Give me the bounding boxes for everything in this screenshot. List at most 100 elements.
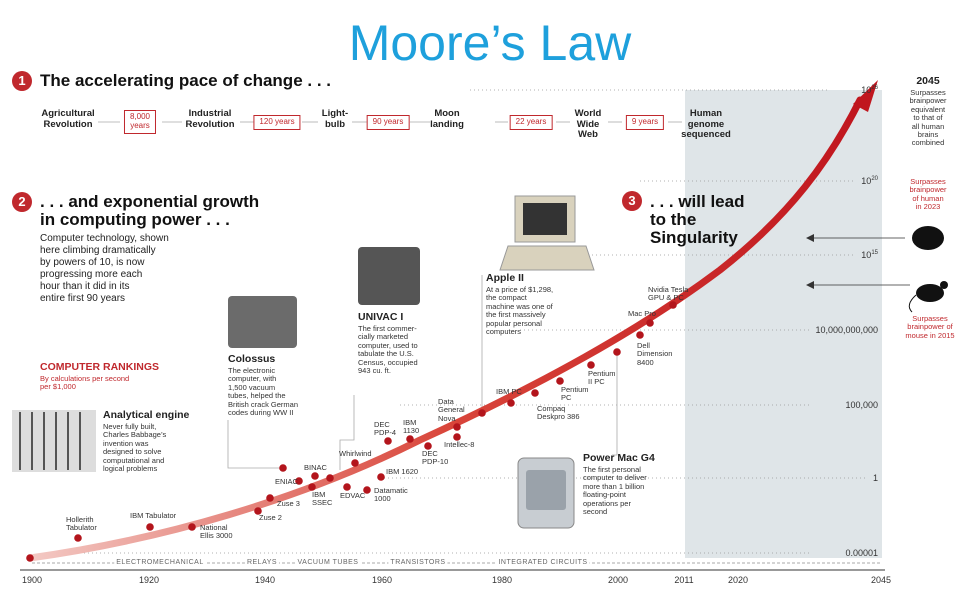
point-label: Data General Nova	[438, 397, 465, 423]
heading-line: . . . and exponential growth	[40, 192, 260, 211]
future-region	[685, 90, 882, 558]
data-point	[295, 477, 303, 485]
mouse-text: Surpasses brainpower of mouse in 2015	[905, 314, 955, 340]
x-label: 1920	[138, 575, 160, 585]
point-label-line: National	[200, 523, 228, 532]
data-point	[406, 435, 414, 443]
milestone: World Wide Web	[575, 108, 602, 141]
era: INTEGRATED CIRCUITS	[496, 559, 590, 567]
data-point	[308, 483, 316, 491]
callout-text-line: Charles Babbage’s	[103, 430, 167, 440]
interval: 120 years	[253, 115, 301, 130]
target-text-line: brains	[917, 129, 939, 139]
callout-text-line: computer, with	[228, 374, 277, 384]
data-point	[507, 399, 515, 407]
arrowheads	[806, 234, 814, 289]
description-line: Computer technology, shown	[40, 233, 169, 244]
human-text-line: Surpasses	[910, 177, 946, 186]
callout-text: The first commer-cially marketed computer…	[358, 324, 418, 375]
milestone-line: Revolution	[185, 118, 235, 130]
point-label-line: Data	[438, 397, 454, 406]
data-point	[453, 433, 461, 441]
curve-arrow	[853, 80, 878, 112]
era: RELAYS	[244, 559, 280, 567]
point-label: IBM 1130	[403, 418, 419, 436]
data-point	[266, 494, 274, 502]
callout-text-line: The first personal	[583, 465, 641, 474]
point-label-line: GPU & PC	[648, 293, 684, 303]
milestone: Human genome sequenced	[681, 108, 731, 141]
era: TRANSISTORS	[388, 559, 448, 567]
base: 10	[861, 176, 872, 186]
x-label: 1960	[371, 575, 393, 585]
point-label: DEC PDP-4	[374, 420, 396, 438]
human-text-line: brainpower	[909, 185, 947, 195]
x-label: 2000	[607, 575, 629, 585]
point-label-line: Deskpro 386	[537, 412, 580, 422]
rankings-subtitle: By calculations per second per $1,000	[40, 374, 130, 392]
callout-text-line: computer, used to	[358, 340, 418, 350]
point-label: IBM SSEC	[312, 490, 333, 508]
point-label: Datamatic 1000	[374, 486, 408, 504]
point-label-line: SSEC	[312, 498, 333, 508]
y-label: 1	[872, 473, 878, 483]
interval-line: 8,000	[129, 112, 151, 121]
point-label-line: Ellis 3000	[200, 531, 233, 541]
point-label: Pentium II PC	[588, 369, 616, 387]
callout-text-line: codes during WW II	[228, 407, 294, 417]
data-point	[279, 464, 287, 472]
callout-title: Colossus	[228, 353, 276, 365]
callout-text-line: machine was one of	[486, 301, 553, 311]
interval-line: 9 years	[631, 117, 659, 126]
exponent: 15	[871, 250, 878, 256]
era: ELECTROMECHANICAL	[114, 559, 206, 567]
data-point	[384, 437, 392, 445]
callout-text: Never fully built, Charles Babbage’s inven…	[103, 422, 167, 473]
x-label: 1940	[254, 575, 276, 585]
section-number: 1	[12, 71, 32, 91]
apple-ii-picture	[499, 195, 595, 271]
point-label-line: DEC	[374, 420, 390, 429]
base: 10	[861, 250, 872, 260]
point-label-line: Nvidia Tesla	[648, 285, 689, 294]
callout-text-line: second	[583, 506, 608, 516]
brain-icon	[912, 226, 944, 250]
point-label: Dell Dimension 8400	[637, 341, 673, 367]
callout-text-line: Never fully built,	[103, 422, 157, 431]
point-label-line: IBM	[312, 490, 326, 499]
target-text-line: brainpower	[909, 96, 947, 106]
point-label-line: General	[438, 405, 465, 415]
point-label-line: IBM 1620	[386, 467, 419, 476]
callout-text-line: the first massively	[486, 310, 546, 320]
point-label: IBM 1620	[386, 467, 419, 476]
point-label-line: Dimension	[637, 349, 673, 359]
interval: 90 years	[366, 115, 410, 130]
heading: . . . will lead to the Singularity	[650, 193, 744, 247]
mouse-text-line: Surpasses	[912, 314, 948, 323]
callout-text-line: floating-point	[583, 490, 626, 500]
callout-title: Power Mac G4	[583, 452, 655, 464]
point-label-line: Nova	[438, 413, 456, 423]
interval: 22 years	[509, 115, 553, 130]
point-label-line: IBM Tabulator	[130, 511, 177, 520]
point-label-line: Compaq	[537, 404, 566, 413]
data-point	[587, 361, 595, 369]
power-mac-picture	[517, 457, 575, 529]
milestone-line: Industrial	[188, 108, 232, 119]
human-text-line: in 2023	[915, 202, 941, 212]
point-label-line: Zuse 2	[259, 513, 282, 522]
callout-text: The electronic computer, with 1,500 vacuum…	[228, 366, 298, 417]
milestone: Agricultural Revolution	[41, 108, 94, 130]
point-label: Zuse 3	[277, 499, 300, 508]
rankings-subtitle-line: By calculations per second	[40, 374, 130, 383]
rankings-subtitle-line: per $1,000	[40, 382, 76, 392]
mouse-text-line: mouse in 2015	[905, 330, 955, 340]
base: 10	[861, 85, 872, 95]
section-number: 2	[12, 192, 32, 212]
human-text-line: of human	[912, 193, 944, 203]
interval-line: 22 years	[515, 117, 547, 126]
callout-text-line: popular personal	[486, 318, 542, 328]
milestone: Moon landing	[430, 108, 464, 130]
data-point	[351, 459, 359, 467]
